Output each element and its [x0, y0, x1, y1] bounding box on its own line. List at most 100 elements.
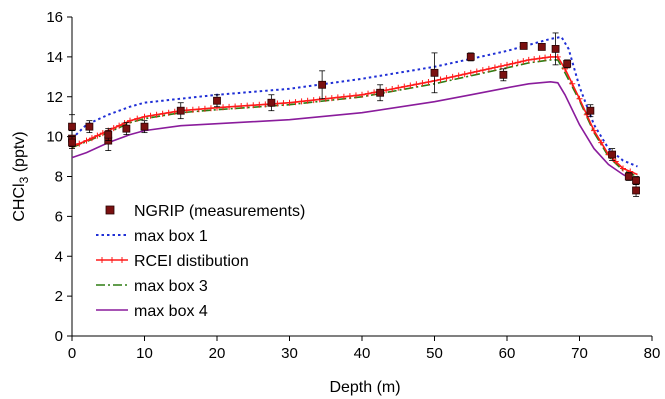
rcei-plus-marker [334, 94, 341, 101]
rcei-plus-marker [201, 105, 208, 112]
rcei-plus-marker [520, 58, 527, 65]
rcei-plus-marker [147, 112, 154, 119]
rcei-plus-marker [395, 84, 402, 91]
rcei-plus-marker [346, 93, 353, 100]
ngrip-measurement-point [376, 88, 385, 97]
rcei-plus-marker [620, 165, 626, 172]
rcei-plus-marker [280, 100, 287, 107]
y-tick-label: 8 [55, 169, 63, 186]
y-tick-label: 6 [55, 208, 63, 225]
rcei-plus-marker [576, 95, 583, 102]
rcei-plus-marker [298, 98, 305, 105]
legend-label-max-box-3: max box 3 [134, 278, 208, 295]
ngrip-measurement-point [430, 68, 439, 77]
rcei-plus-marker [238, 103, 245, 110]
rcei-plus-marker [525, 56, 532, 63]
legend-label-max-box-4: max box 4 [134, 303, 208, 320]
rcei-plus-marker [383, 87, 390, 94]
ngrip-measurement-point [140, 122, 149, 131]
ngrip-measurement-point [318, 80, 327, 89]
rcei-plus-marker [292, 99, 299, 106]
rcei-plus-marker [401, 83, 408, 90]
y-axis-title-unit: (pptv) [11, 131, 28, 176]
rcei-plus-marker [232, 103, 239, 110]
x-tick-label: 20 [209, 345, 226, 362]
x-tick-label: 80 [644, 345, 661, 362]
x-tick-label: 70 [571, 345, 588, 362]
x-tick-label: 60 [499, 345, 516, 362]
legend-plus-marker [119, 257, 125, 263]
y-tick-label: 0 [55, 328, 63, 345]
rcei-plus-marker [479, 67, 486, 74]
rcei-plus-marker [304, 97, 311, 104]
rcei-plus-marker [591, 127, 597, 134]
rcei-plus-marker [514, 59, 521, 66]
legend-label-rcei-distibution: RCEI distibution [134, 253, 249, 270]
rcei-plus-marker [612, 158, 619, 165]
ngrip-measurement-point [85, 122, 94, 131]
rcei-plus-marker [116, 122, 123, 129]
rcei-plus-marker [407, 82, 414, 89]
series-line-max-box-1 [71, 35, 638, 168]
legend-plus-marker [99, 257, 105, 263]
ngrip-measurement-point [537, 43, 546, 51]
ngrip-measurement-point [563, 59, 572, 68]
ngrip-measurement-point [104, 130, 113, 139]
rcei-plus-marker [153, 111, 160, 118]
rcei-plus-marker [467, 69, 474, 76]
rcei-plus-marker [340, 93, 347, 100]
x-tick-label: 0 [68, 345, 76, 362]
rcei-plus-marker [316, 96, 323, 103]
ngrip-measurement-point [466, 52, 475, 61]
rcei-plus-marker [443, 75, 450, 82]
y-tick-label: 14 [46, 49, 63, 66]
ngrip-measurement-point [586, 106, 595, 115]
rcei-plus-marker [485, 65, 492, 72]
rcei-plus-marker [437, 76, 444, 83]
rcei-plus-marker [473, 68, 480, 75]
rcei-plus-marker [83, 137, 90, 144]
legend-label-max-box-1: max box 1 [134, 228, 208, 245]
rcei-plus-marker [389, 85, 396, 92]
rcei-plus-marker [134, 115, 141, 122]
y-tick-label: 4 [55, 248, 63, 265]
rcei-plus-marker [536, 55, 543, 62]
rcei-plus-marker [159, 110, 166, 117]
rcei-plus-marker [371, 89, 378, 96]
legend: NGRIP (measurements) max box 1 RCEI distib… [96, 203, 305, 320]
rcei-plus-marker [449, 73, 456, 80]
rcei-plus-marker [425, 78, 432, 85]
rcei-plus-marker [76, 140, 83, 147]
y-tick-label: 2 [55, 288, 63, 305]
ngrip-measurement-point [608, 150, 617, 159]
ngrip-measurement-point [213, 96, 221, 105]
legend-marker-ngrip-measurements- [105, 205, 115, 215]
ngrip-measurement-point [122, 124, 131, 133]
rcei-plus-marker [183, 107, 190, 114]
rcei-plus-marker [542, 54, 549, 61]
rcei-plus-marker [365, 90, 372, 97]
ngrip-measurement-point [499, 70, 508, 79]
rcei-plus-marker [250, 102, 257, 109]
rcei-plus-marker [547, 53, 554, 60]
rcei-plus-marker [286, 99, 293, 106]
x-tick-label: 10 [136, 345, 153, 362]
rcei-plus-marker [195, 106, 202, 113]
rcei-plus-marker [598, 139, 605, 146]
rcei-plus-marker [262, 101, 269, 108]
rcei-plus-marker [497, 63, 504, 70]
ngrip-measurement-point [68, 138, 76, 147]
rcei-plus-marker [455, 72, 462, 79]
rcei-plus-marker [256, 101, 263, 108]
x-tick-label: 50 [426, 345, 443, 362]
rcei-plus-marker [328, 95, 335, 102]
rcei-plus-marker [352, 92, 359, 99]
rcei-plus-marker [88, 135, 95, 142]
y-axis-title: CHCl3 (pptv) [11, 131, 31, 221]
rcei-plus-marker [359, 91, 365, 98]
rcei-plus-marker [94, 132, 101, 139]
rcei-plus-marker [491, 64, 498, 71]
ngrip-measurement-point [632, 186, 640, 195]
rcei-plus-marker [504, 61, 510, 68]
